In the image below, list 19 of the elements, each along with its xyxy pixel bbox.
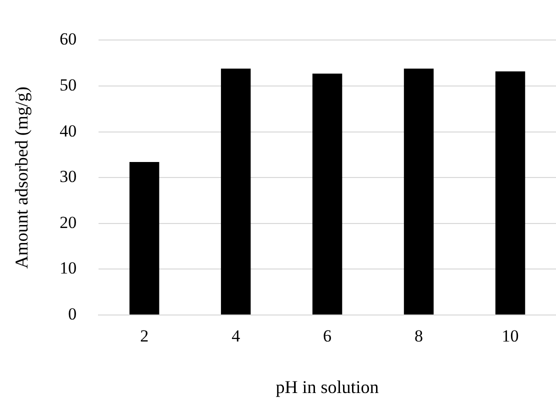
x-axis-title: pH in solution (276, 376, 379, 397)
bar (495, 71, 526, 314)
y-tick-label: 30 (60, 167, 77, 186)
y-axis-title: Amount adsorbed (mg/g) (12, 86, 32, 269)
x-tick-label: 10 (502, 326, 519, 346)
bar (312, 74, 342, 314)
y-tick-label: 10 (60, 258, 77, 278)
bar (220, 68, 251, 314)
y-tick-label: 60 (60, 30, 77, 49)
x-tick-label: 4 (232, 326, 241, 346)
y-tick-label: 50 (60, 75, 77, 94)
y-tick-label: 0 (68, 304, 77, 324)
x-tick-label: 2 (140, 326, 149, 346)
y-tick-label: 20 (60, 212, 77, 232)
x-tick-label: 6 (323, 326, 332, 346)
bar (129, 162, 160, 314)
x-tick-label: 8 (414, 326, 424, 346)
y-tick-label: 40 (60, 121, 77, 140)
bar (404, 68, 434, 314)
